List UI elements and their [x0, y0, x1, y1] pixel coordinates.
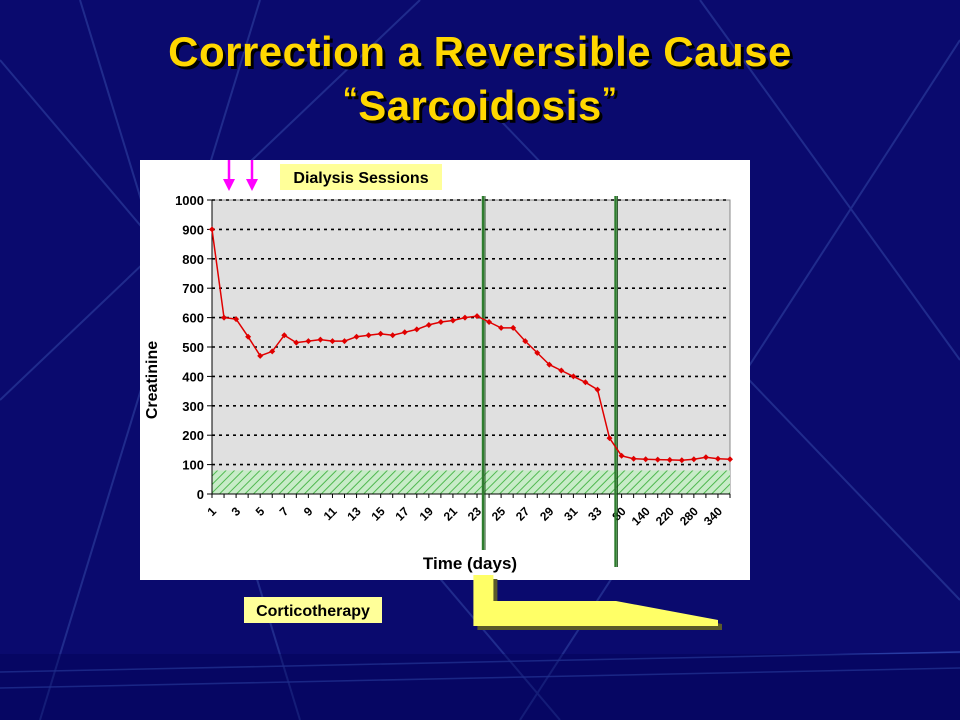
data-point	[281, 332, 288, 339]
data-point	[558, 367, 565, 374]
data-point	[377, 330, 384, 337]
data-point	[702, 454, 709, 461]
data-point	[269, 348, 276, 355]
data-point	[209, 226, 215, 233]
y-axis-ticks: 0 100 200 300 400 500 600 700 800 900 1000	[175, 193, 730, 502]
dialysis-arrows	[223, 160, 258, 191]
y-tick-label: 400	[182, 369, 204, 384]
data-point	[618, 452, 625, 459]
open-quote: “	[342, 82, 359, 115]
data-point	[534, 349, 541, 356]
slide-title: Correction a Reversible Cause	[168, 28, 792, 75]
data-point	[714, 455, 721, 462]
data-point	[353, 333, 360, 340]
therapy-label-box	[244, 597, 382, 623]
data-point	[365, 332, 372, 339]
data-point	[413, 326, 420, 333]
data-point	[293, 339, 300, 346]
data-point	[522, 338, 529, 345]
x-axis-label: Time (days)	[423, 554, 517, 573]
data-point	[498, 324, 505, 331]
data-point	[257, 352, 264, 359]
data-point	[510, 324, 517, 331]
y-tick-label: 300	[182, 399, 204, 414]
data-point	[727, 456, 733, 463]
data-point	[437, 319, 444, 326]
data-point	[630, 455, 637, 462]
data-point	[594, 386, 601, 393]
y-axis-label: Creatinine	[144, 341, 161, 419]
y-tick-label: 200	[182, 428, 204, 443]
therapy-label: Corticotherapy	[256, 603, 370, 620]
data-point	[486, 319, 493, 326]
subtitle-text: Sarcoidosis	[358, 82, 602, 129]
data-point	[642, 456, 649, 463]
therapy-bar	[473, 575, 718, 626]
data-point	[329, 338, 336, 345]
y-tick-label: 500	[182, 340, 204, 355]
dialysis-label-box	[280, 164, 442, 190]
data-point	[666, 456, 673, 463]
dialysis-arrow-head	[246, 179, 258, 191]
slide-subtitle: “Sarcoidosis”	[0, 82, 960, 130]
data-point	[546, 361, 553, 368]
data-point	[389, 332, 396, 339]
dialysis-label: Dialysis Sessions	[293, 170, 428, 187]
data-point	[341, 338, 348, 345]
data-point	[678, 457, 685, 464]
data-point	[690, 456, 697, 463]
dialysis-arrow-head	[223, 179, 235, 191]
data-point	[233, 316, 240, 323]
y-tick-label: 700	[182, 281, 204, 296]
data-point	[449, 317, 456, 324]
data-point	[245, 333, 252, 340]
data-point	[221, 314, 228, 321]
y-tick-label: 100	[182, 458, 204, 473]
data-point	[425, 321, 432, 328]
x-axis-label-box	[416, 550, 524, 576]
corticotherapy-bar	[473, 575, 722, 630]
y-tick-label: 800	[182, 252, 204, 267]
y-tick-label: 600	[182, 311, 204, 326]
data-point	[305, 338, 312, 345]
data-point	[317, 336, 324, 343]
data-point	[606, 435, 613, 442]
y-tick-label: 1000	[175, 193, 204, 208]
grid-lines	[212, 199, 730, 466]
y-tick-label: 0	[197, 487, 204, 502]
data-point	[461, 314, 468, 321]
data-points	[209, 226, 733, 464]
y-tick-label: 900	[182, 222, 204, 237]
data-point	[582, 379, 589, 386]
close-quote: ”	[601, 82, 618, 115]
data-point	[474, 313, 481, 320]
data-point	[401, 329, 408, 336]
vertical-markers	[481, 196, 618, 567]
normal-range-band	[212, 470, 730, 494]
data-point	[654, 456, 661, 463]
data-point	[570, 373, 577, 380]
